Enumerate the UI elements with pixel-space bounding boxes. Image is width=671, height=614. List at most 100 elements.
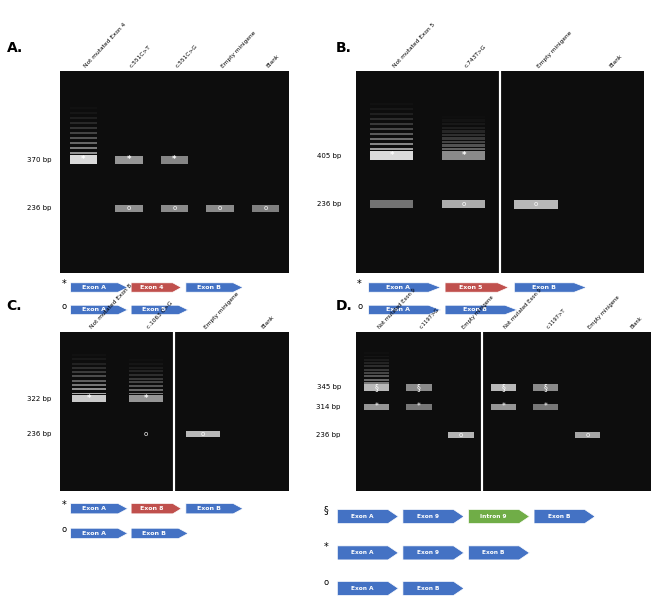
Text: 236 bp: 236 bp: [27, 431, 51, 437]
Text: Exon 9: Exon 9: [417, 550, 439, 556]
Text: *: *: [323, 542, 328, 552]
Bar: [129, 392, 163, 394]
Text: 405 bp: 405 bp: [317, 153, 342, 158]
Text: Blank: Blank: [260, 314, 274, 330]
Text: c.1197>G: c.1197>G: [419, 307, 441, 330]
Polygon shape: [403, 510, 464, 524]
Bar: [364, 379, 389, 381]
Bar: [129, 370, 163, 372]
Text: Exon A: Exon A: [386, 285, 410, 290]
Text: o: o: [264, 206, 268, 211]
Text: Exon 8: Exon 8: [140, 506, 164, 511]
Bar: [70, 152, 97, 155]
Bar: [442, 144, 485, 147]
Text: Not mutated Exon 9: Not mutated Exon 9: [376, 288, 417, 330]
Bar: [442, 200, 485, 208]
Polygon shape: [70, 305, 127, 314]
Bar: [72, 392, 106, 394]
Bar: [129, 395, 163, 402]
Text: *: *: [127, 155, 131, 165]
Bar: [70, 117, 97, 119]
Bar: [364, 403, 389, 410]
Bar: [364, 375, 389, 378]
Text: c.743T>G: c.743T>G: [464, 44, 488, 69]
Text: c.551C>G: c.551C>G: [174, 44, 199, 69]
Bar: [115, 204, 142, 212]
Bar: [364, 352, 389, 354]
Bar: [161, 156, 188, 164]
Text: Exon 9: Exon 9: [417, 514, 439, 519]
Bar: [442, 141, 485, 143]
Text: Exon A: Exon A: [82, 506, 106, 511]
Bar: [442, 138, 485, 140]
Text: Exon B: Exon B: [548, 514, 570, 519]
Bar: [70, 137, 97, 139]
Bar: [364, 362, 389, 364]
Bar: [370, 107, 413, 110]
Bar: [370, 113, 413, 115]
Text: o: o: [127, 206, 131, 211]
Bar: [442, 130, 485, 133]
Bar: [72, 376, 106, 378]
Bar: [370, 143, 413, 146]
Text: 236 bp: 236 bp: [27, 206, 51, 211]
Text: *: *: [172, 155, 176, 165]
Bar: [364, 384, 389, 391]
Polygon shape: [131, 528, 188, 538]
Text: c.1197>T: c.1197>T: [546, 308, 566, 330]
Text: Exon 5: Exon 5: [460, 285, 483, 290]
Bar: [72, 395, 106, 402]
Bar: [72, 379, 106, 382]
Text: o: o: [218, 206, 222, 211]
Bar: [370, 138, 413, 141]
Text: 314 bp: 314 bp: [317, 403, 341, 410]
Bar: [72, 388, 106, 390]
Bar: [406, 384, 431, 391]
Text: o: o: [144, 431, 148, 437]
Bar: [442, 152, 485, 160]
Bar: [252, 205, 279, 212]
Text: Exon B: Exon B: [197, 506, 221, 511]
Bar: [370, 151, 413, 160]
Text: *: *: [62, 500, 66, 510]
Text: Empty minigene: Empty minigene: [220, 30, 257, 69]
Text: c.1063 C>G: c.1063 C>G: [146, 301, 174, 330]
Text: 345 bp: 345 bp: [317, 384, 341, 391]
Bar: [575, 432, 601, 438]
Bar: [515, 200, 558, 209]
Text: *: *: [144, 394, 148, 403]
Bar: [370, 133, 413, 135]
Text: *: *: [462, 151, 466, 160]
Text: §: §: [417, 383, 421, 392]
Text: 322 bp: 322 bp: [27, 395, 51, 402]
Bar: [129, 381, 163, 383]
Polygon shape: [186, 283, 243, 292]
Text: Empty minigene: Empty minigene: [588, 295, 621, 330]
Text: Blank: Blank: [608, 53, 623, 69]
Bar: [533, 403, 558, 410]
Text: Exon B: Exon B: [482, 550, 505, 556]
Bar: [370, 148, 413, 150]
Polygon shape: [468, 510, 529, 524]
Text: Exon A: Exon A: [351, 550, 374, 556]
Polygon shape: [131, 503, 181, 514]
Text: Not mutated Exon 8: Not mutated Exon 8: [89, 283, 133, 330]
Bar: [442, 123, 485, 125]
Bar: [129, 359, 163, 361]
Text: Blank: Blank: [266, 53, 280, 69]
Polygon shape: [403, 581, 464, 596]
Text: Empty minigene: Empty minigene: [536, 30, 572, 69]
Text: o: o: [586, 432, 590, 438]
Text: §: §: [544, 383, 548, 392]
Bar: [72, 384, 106, 386]
Bar: [70, 112, 97, 114]
Bar: [70, 127, 97, 130]
Polygon shape: [534, 510, 595, 524]
Bar: [442, 134, 485, 136]
Polygon shape: [368, 305, 441, 314]
Text: *: *: [62, 279, 66, 289]
Bar: [129, 374, 163, 376]
Text: §: §: [501, 383, 505, 392]
Text: o: o: [62, 525, 66, 534]
Bar: [406, 403, 431, 410]
